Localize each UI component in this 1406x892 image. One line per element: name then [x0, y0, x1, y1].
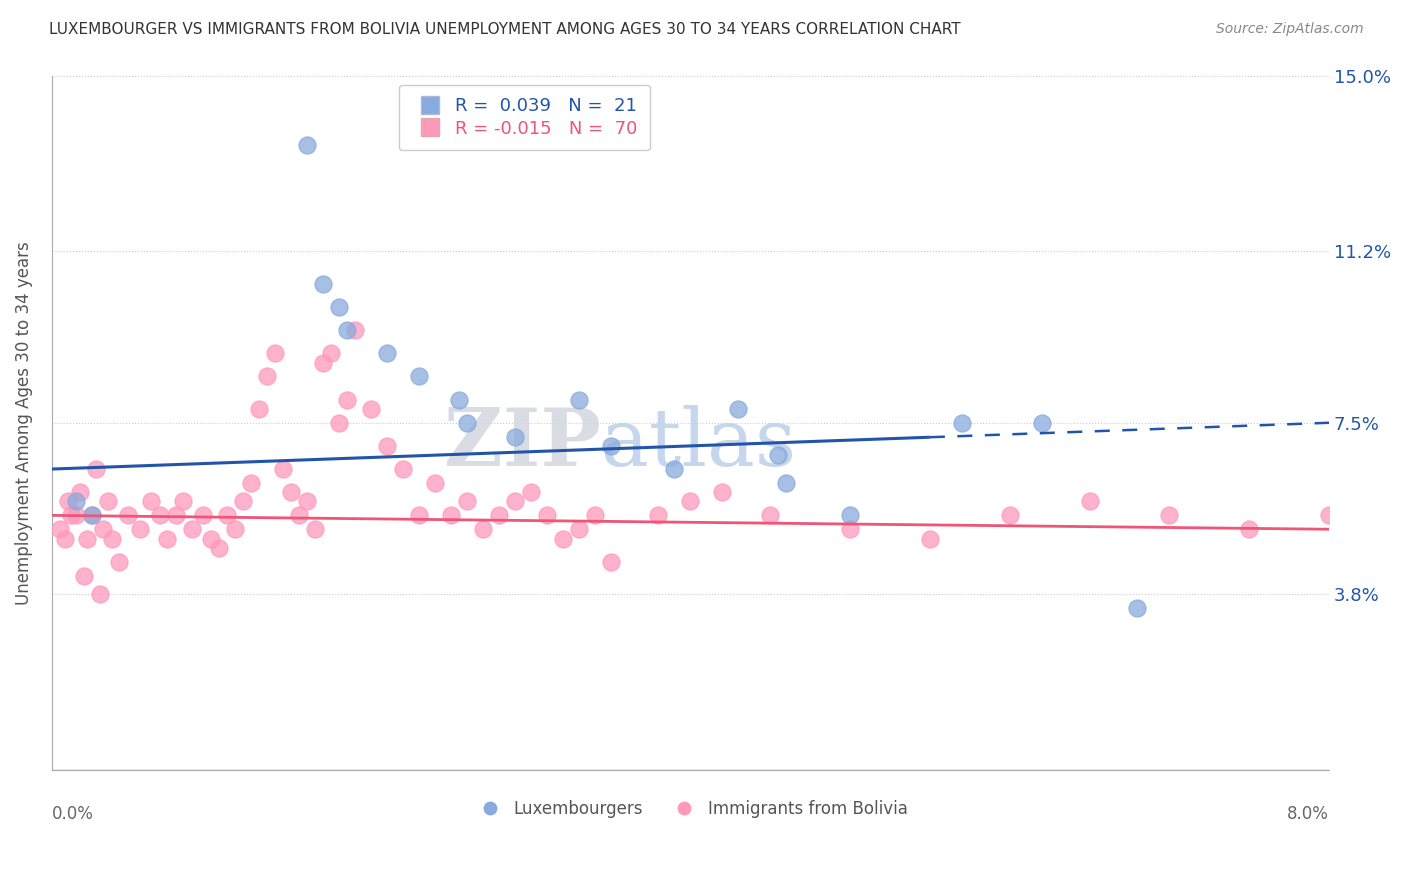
Point	[766, 448, 789, 462]
Point	[117, 508, 139, 523]
Point	[65, 508, 87, 523]
Point	[1237, 522, 1260, 536]
Point	[647, 508, 669, 523]
Point	[56, 494, 79, 508]
Point	[288, 508, 311, 523]
Point	[1126, 601, 1149, 615]
Point	[408, 369, 430, 384]
Point	[664, 462, 686, 476]
Text: Source: ZipAtlas.com: Source: ZipAtlas.com	[1216, 22, 1364, 37]
Point	[456, 416, 478, 430]
Point	[360, 401, 382, 416]
Point	[156, 532, 179, 546]
Point	[599, 555, 621, 569]
Point	[950, 416, 973, 430]
Point	[503, 494, 526, 508]
Point	[91, 522, 114, 536]
Point	[456, 494, 478, 508]
Point	[375, 346, 398, 360]
Y-axis label: Unemployment Among Ages 30 to 34 years: Unemployment Among Ages 30 to 34 years	[15, 241, 32, 605]
Point	[839, 508, 862, 523]
Point	[59, 508, 82, 523]
Point	[247, 401, 270, 416]
Point	[89, 587, 111, 601]
Point	[76, 532, 98, 546]
Point	[998, 508, 1021, 523]
Point	[80, 508, 103, 523]
Point	[208, 541, 231, 555]
Point	[48, 522, 70, 536]
Point	[312, 355, 335, 369]
Point	[256, 369, 278, 384]
Point	[295, 138, 318, 153]
Point	[344, 323, 367, 337]
Point	[328, 416, 350, 430]
Point	[181, 522, 204, 536]
Point	[1031, 416, 1053, 430]
Point	[107, 555, 129, 569]
Point	[321, 346, 343, 360]
Point	[711, 485, 734, 500]
Point	[583, 508, 606, 523]
Point	[918, 532, 941, 546]
Point	[375, 439, 398, 453]
Point	[232, 494, 254, 508]
Point	[599, 439, 621, 453]
Point	[775, 475, 797, 490]
Point	[139, 494, 162, 508]
Point	[447, 392, 470, 407]
Point	[759, 508, 782, 523]
Point	[679, 494, 702, 508]
Point	[1159, 508, 1181, 523]
Point	[440, 508, 463, 523]
Text: 0.0%: 0.0%	[52, 805, 94, 822]
Point	[336, 323, 359, 337]
Point	[551, 532, 574, 546]
Point	[86, 462, 108, 476]
Legend: Luxembourgers, Immigrants from Bolivia: Luxembourgers, Immigrants from Bolivia	[467, 793, 914, 824]
Text: ZIP: ZIP	[444, 405, 600, 483]
Text: atlas: atlas	[600, 405, 796, 483]
Point	[423, 475, 446, 490]
Point	[568, 522, 591, 536]
Point	[1317, 508, 1340, 523]
Point	[295, 494, 318, 508]
Point	[165, 508, 187, 523]
Point	[73, 568, 96, 582]
Point	[217, 508, 239, 523]
Point	[80, 508, 103, 523]
Point	[304, 522, 326, 536]
Point	[128, 522, 150, 536]
Point	[65, 494, 87, 508]
Point	[224, 522, 246, 536]
Point	[392, 462, 415, 476]
Point	[193, 508, 215, 523]
Point	[328, 300, 350, 314]
Text: 8.0%: 8.0%	[1286, 805, 1329, 822]
Point	[200, 532, 222, 546]
Point	[69, 485, 91, 500]
Point	[280, 485, 302, 500]
Point	[312, 277, 335, 291]
Point	[519, 485, 541, 500]
Point	[240, 475, 263, 490]
Point	[471, 522, 494, 536]
Point	[408, 508, 430, 523]
Point	[101, 532, 124, 546]
Text: LUXEMBOURGER VS IMMIGRANTS FROM BOLIVIA UNEMPLOYMENT AMONG AGES 30 TO 34 YEARS C: LUXEMBOURGER VS IMMIGRANTS FROM BOLIVIA …	[49, 22, 960, 37]
Point	[568, 392, 591, 407]
Point	[53, 532, 76, 546]
Point	[503, 430, 526, 444]
Point	[536, 508, 558, 523]
Point	[488, 508, 510, 523]
Point	[172, 494, 194, 508]
Point	[149, 508, 172, 523]
Point	[97, 494, 120, 508]
Point	[264, 346, 287, 360]
Point	[336, 392, 359, 407]
Point	[271, 462, 294, 476]
Point	[1078, 494, 1101, 508]
Point	[839, 522, 862, 536]
Point	[727, 401, 749, 416]
